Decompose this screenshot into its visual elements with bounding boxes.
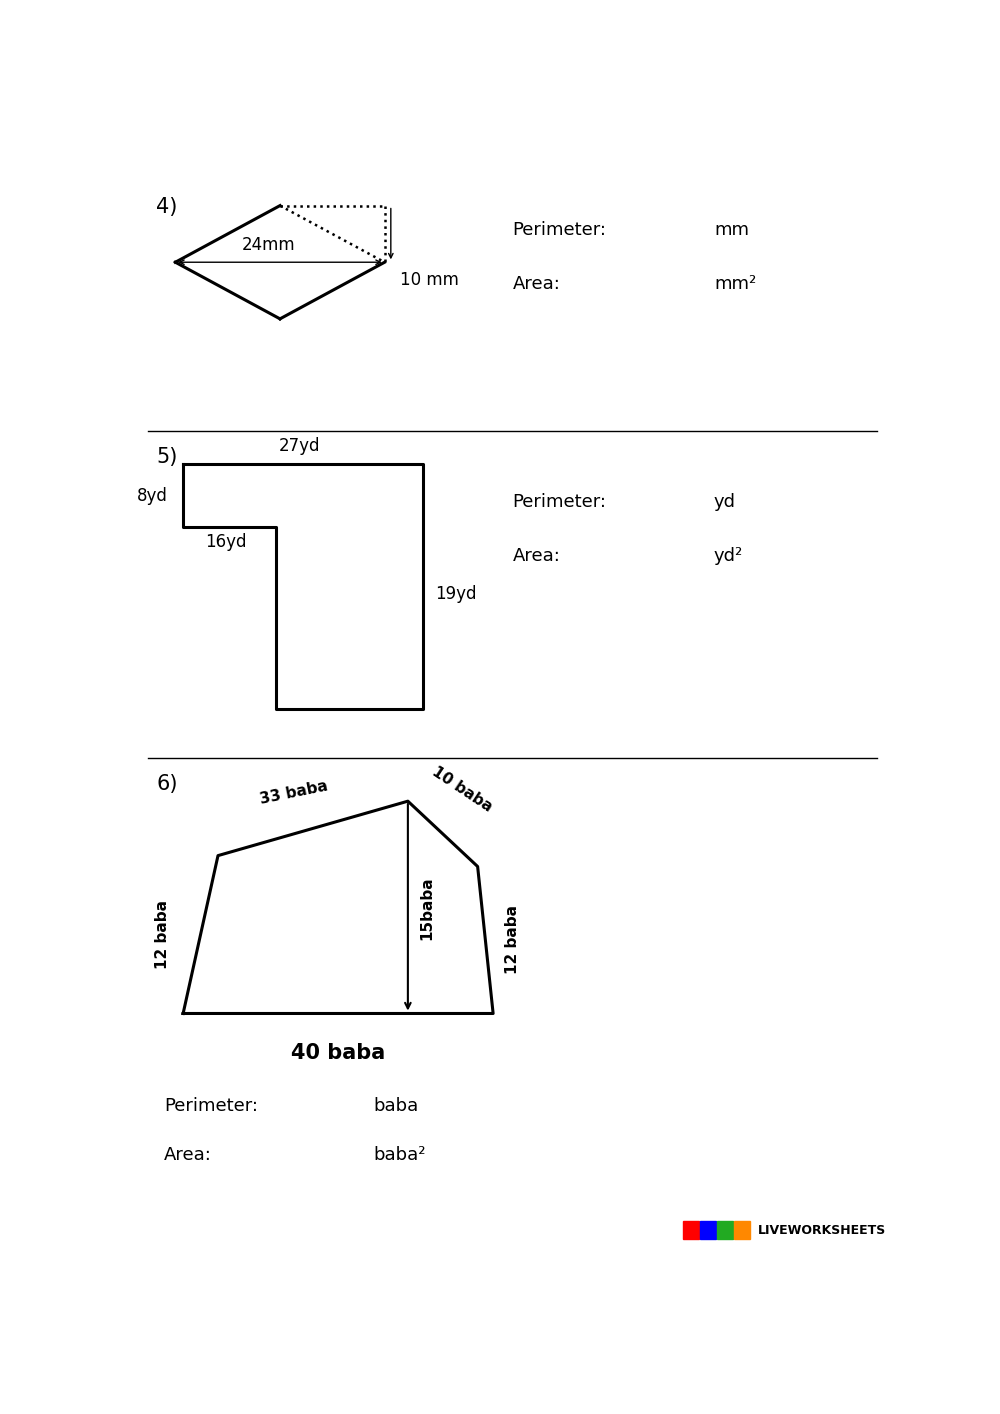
Text: Perimeter:: Perimeter: [512,492,606,510]
Text: 10 mm: 10 mm [400,270,459,288]
Text: 12 baba: 12 baba [505,905,520,974]
Text: 4): 4) [156,197,177,216]
Text: 12 baba: 12 baba [155,899,170,969]
Bar [717,1222,733,1239]
Text: 16yd: 16yd [205,533,246,551]
Text: 5): 5) [156,447,177,467]
Text: 40 baba: 40 baba [291,1044,385,1063]
Text: Area:: Area: [512,274,560,293]
Text: yd²: yd² [714,547,743,566]
Text: 10 baba: 10 baba [429,764,495,814]
Text: mm²: mm² [714,274,756,293]
Text: 24mm: 24mm [242,236,295,253]
Text: baba²: baba² [373,1145,426,1164]
Text: 15baba: 15baba [420,877,434,940]
Bar [734,1222,750,1239]
Text: Perimeter:: Perimeter: [512,221,606,239]
Text: 33 baba: 33 baba [258,778,329,806]
Text: LIVEWORKSHEETS: LIVEWORKSHEETS [757,1223,886,1237]
Text: baba: baba [373,1097,418,1116]
Text: 8yd: 8yd [137,488,168,505]
Text: Area:: Area: [164,1145,212,1164]
Text: 19yd: 19yd [435,585,477,604]
Text: Perimeter:: Perimeter: [164,1097,258,1116]
Bar [700,1222,716,1239]
Text: Area:: Area: [512,547,560,566]
Text: 27yd: 27yd [279,437,320,455]
Text: yd: yd [714,492,736,510]
Text: 6): 6) [156,773,178,793]
Text: mm: mm [714,221,749,239]
Bar [683,1222,699,1239]
